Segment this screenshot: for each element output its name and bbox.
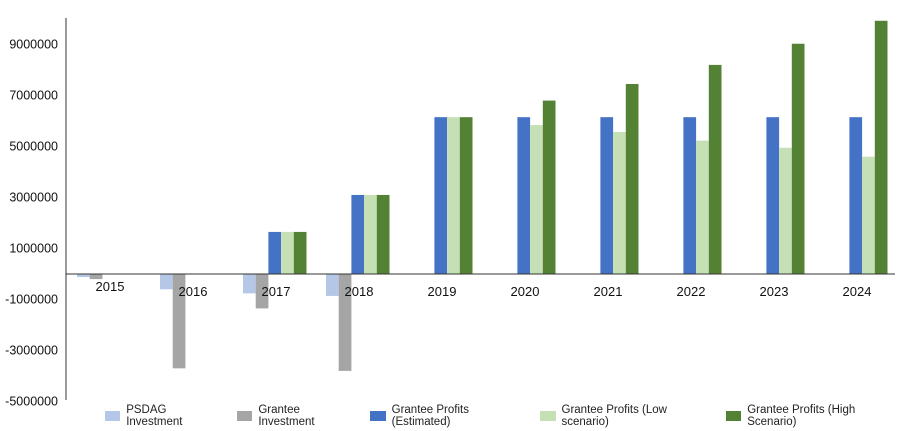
bar-2021-series-4 — [625, 84, 639, 275]
x-tick-label: 2023 — [760, 284, 789, 299]
legend-swatch — [105, 411, 121, 421]
legend-item: PSDAG Investment — [105, 404, 221, 428]
bar-2017-series-2 — [268, 231, 282, 274]
y-tick-label: -3000000 — [5, 344, 58, 358]
x-tick-label: 2022 — [677, 284, 706, 299]
legend-item: Grantee Profits (Low scenario) — [540, 404, 710, 428]
bar-2019-series-2 — [434, 117, 448, 274]
bar-2018-series-0 — [326, 274, 339, 296]
legend-swatch — [726, 411, 742, 421]
bar-2021-series-2 — [600, 117, 614, 274]
bar-2022-series-2 — [683, 117, 697, 274]
bar-2017-series-4 — [293, 231, 307, 274]
legend-item: Grantee Profits (Estimated) — [370, 404, 524, 428]
y-tick-label: 5000000 — [9, 140, 58, 154]
bar-2016-series-1 — [172, 274, 186, 369]
bar-2017-series-1 — [255, 274, 269, 309]
bar-2017-series-0 — [243, 274, 256, 294]
x-tick-label: 2018 — [345, 284, 374, 299]
y-tick-label: 1000000 — [9, 242, 58, 256]
legend-label: Grantee Profits (Low scenario) — [561, 404, 667, 428]
legend-label: PSDAG Investment — [126, 404, 183, 428]
bar-2018-series-4 — [376, 194, 390, 274]
bar-2024-series-3 — [862, 156, 875, 274]
bar-2023-series-4 — [791, 43, 805, 274]
x-tick-label: 2019 — [428, 284, 457, 299]
legend-label: Grantee Investment — [258, 404, 315, 428]
bar-2015-series-0 — [77, 274, 90, 278]
x-tick-label: 2016 — [179, 284, 208, 299]
bar-2018-series-1 — [338, 274, 352, 371]
bar-2023-series-3 — [779, 147, 792, 274]
x-tick-label: 2017 — [262, 284, 291, 299]
legend-label: Grantee Profits (Estimated) — [391, 404, 469, 428]
bar-2020-series-3 — [530, 125, 543, 274]
x-tick-label: 2024 — [843, 284, 872, 299]
bar-2019-series-4 — [459, 117, 473, 274]
y-tick-label: -1000000 — [5, 293, 58, 307]
bar-2018-series-3 — [364, 194, 377, 274]
legend: PSDAG Investment Grantee Investment Grante… — [105, 404, 900, 428]
legend-item: Grantee Profits (High Scenario) — [726, 404, 900, 428]
y-tick-label: 3000000 — [9, 191, 58, 205]
bar-2020-series-4 — [542, 100, 556, 274]
bar-2022-series-4 — [708, 64, 722, 275]
legend-swatch — [237, 411, 253, 421]
y-tick-label: 7000000 — [9, 89, 58, 103]
x-tick-label: 2020 — [511, 284, 540, 299]
bar-2024-series-2 — [849, 117, 863, 274]
bar-2018-series-2 — [351, 194, 365, 274]
bar-2020-series-2 — [517, 117, 531, 274]
bar-2016-series-0 — [160, 274, 173, 290]
legend-swatch — [540, 411, 556, 421]
legend-swatch — [370, 411, 386, 421]
bar-2023-series-2 — [766, 117, 780, 274]
bar-2024-series-4 — [874, 20, 888, 274]
x-tick-label: 2015 — [96, 279, 125, 294]
x-tick-label: 2021 — [594, 284, 623, 299]
bar-2019-series-3 — [447, 117, 460, 274]
legend-label: Grantee Profits (High Scenario) — [747, 404, 856, 428]
bar-2015-series-1 — [89, 274, 103, 280]
y-tick-label: -5000000 — [5, 395, 58, 409]
legend-item: Grantee Investment — [237, 404, 354, 428]
bar-2017-series-3 — [281, 231, 294, 274]
y-tick-label: 9000000 — [9, 38, 58, 52]
bar-2021-series-3 — [613, 131, 626, 274]
bar-2022-series-3 — [696, 140, 709, 274]
